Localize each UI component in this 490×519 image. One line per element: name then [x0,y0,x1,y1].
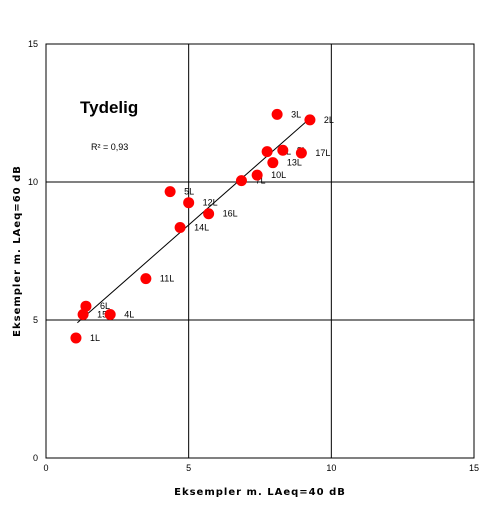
data-point-label: 15L [97,309,112,319]
data-point [174,222,186,234]
tick-labels: 0 5 10 15 0 5 10 15 [28,39,479,473]
data-point [267,157,279,169]
data-point-label: 11L [160,274,174,284]
data-point-label: 10L [271,170,286,180]
data-point [304,114,316,126]
data-point [164,186,176,198]
x-tick-label: 5 [186,463,191,473]
data-point-label: 2L [324,115,334,125]
y-tick-label: 15 [28,39,38,49]
chart-title: Tydelig [80,98,138,117]
y-tick-label: 0 [33,453,38,463]
x-tick-label: 0 [43,463,48,473]
data-point-label: 6L [100,301,110,311]
data-point-label: 5L [184,187,194,197]
data-point-label: 16L [223,209,238,219]
data-point [277,144,289,156]
data-point [251,169,263,181]
grid [46,44,474,458]
x-tick-label: 15 [469,463,479,473]
plot-area-border [45,43,475,459]
r-squared-annotation: R² = 0,93 [91,142,128,152]
data-point-label: 12L [203,198,218,208]
data-points: 1L15L6L4L11L14L5L12L16L7L10L13L9L8L17L3L… [70,108,334,344]
y-axis-label: Eksempler m. LAeq=60 dB [12,165,23,337]
data-point-label: 7L [255,176,265,186]
data-point [77,308,89,320]
data-point [183,197,195,209]
data-point [295,147,307,159]
data-point-label: 3L [291,109,301,119]
data-point-label: 1L [90,333,100,343]
data-point [104,308,116,320]
data-point-label: 17L [315,148,330,158]
data-point [80,300,92,312]
y-tick-label: 10 [28,177,38,187]
data-point [140,273,152,285]
data-point [235,175,247,187]
data-point [70,332,82,344]
data-point-label: 14L [194,223,209,233]
data-point [271,108,283,120]
x-axis-label: Eksempler m. LAeq=40 dB [174,487,346,498]
data-point-label: 13L [287,158,302,168]
data-point [203,208,215,220]
y-tick-label: 5 [33,315,38,325]
x-tick-label: 10 [326,463,336,473]
data-point-label: 4L [124,309,134,319]
data-point [261,146,273,158]
